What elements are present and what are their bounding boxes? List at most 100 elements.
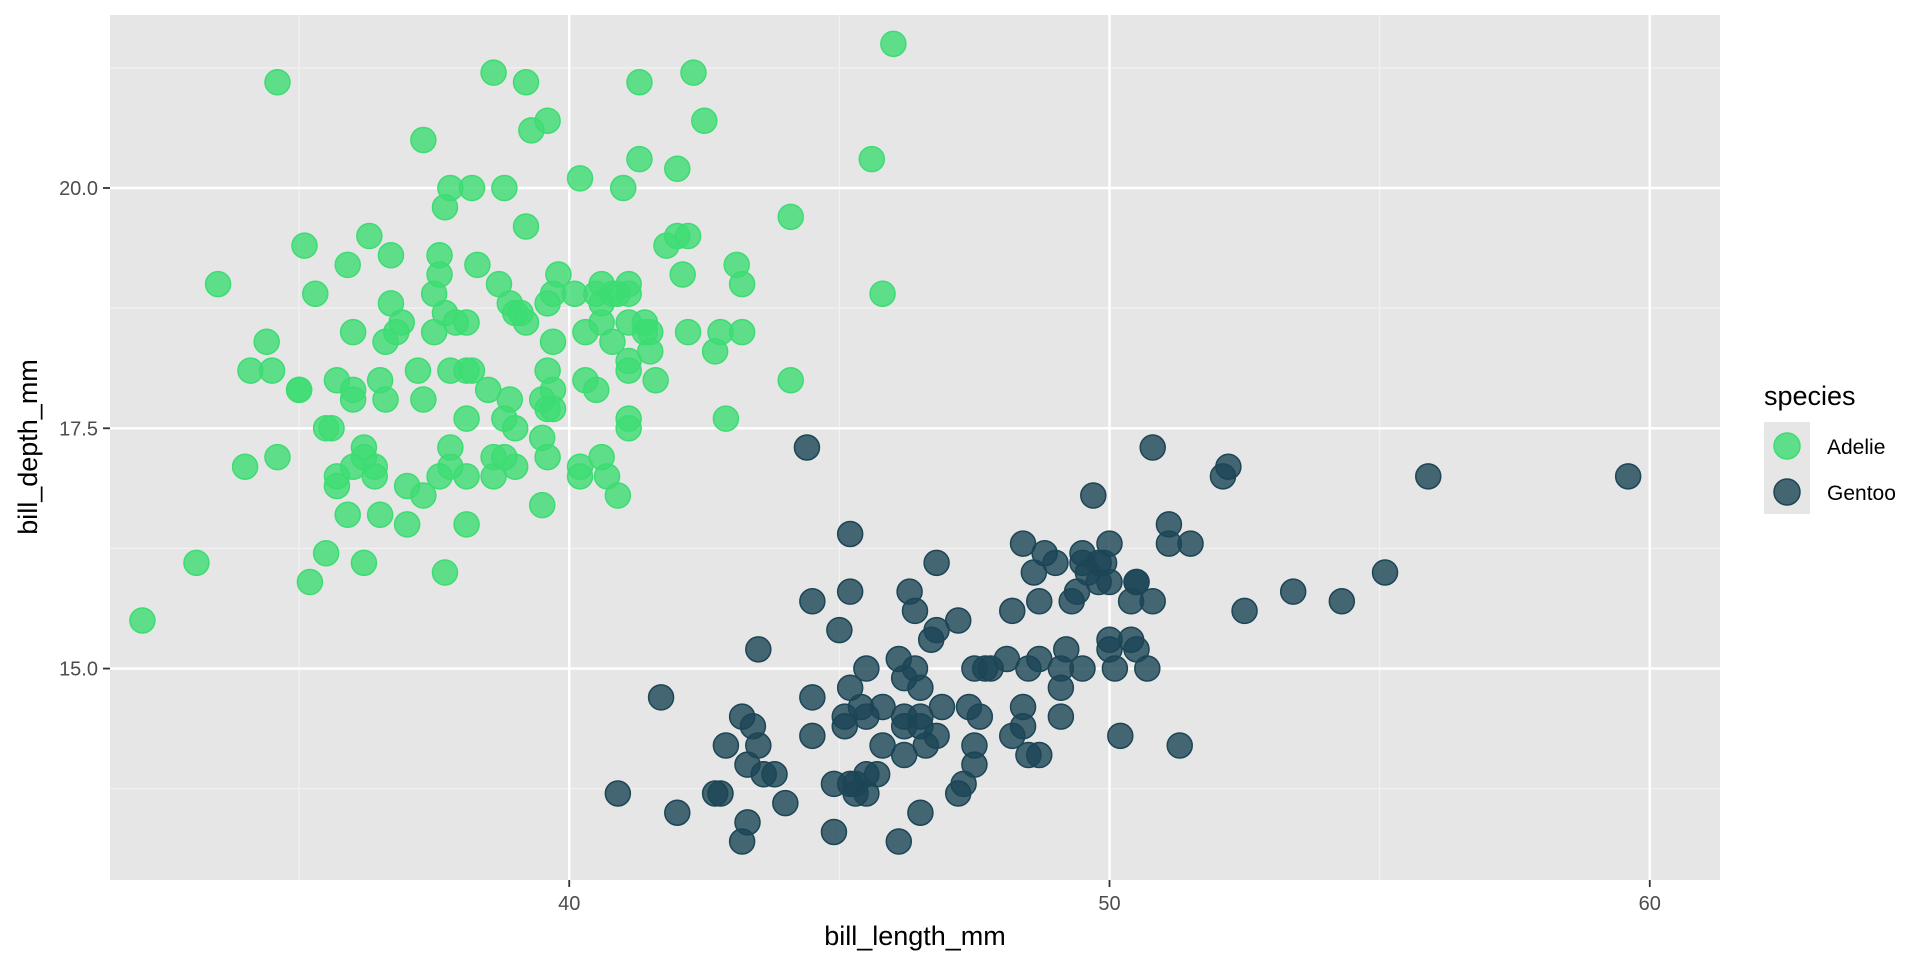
point-adelie xyxy=(377,242,405,269)
point-adelie xyxy=(356,222,383,250)
point-adelie xyxy=(869,280,896,307)
legend-key-gentoo xyxy=(1773,478,1801,506)
y-tick-label: 20.0 xyxy=(59,178,98,200)
point-adelie xyxy=(458,174,486,202)
point-adelie xyxy=(604,482,632,509)
point-gentoo xyxy=(1123,568,1150,596)
point-adelie xyxy=(777,203,804,231)
point-adelie xyxy=(258,357,286,384)
point-gentoo xyxy=(1371,559,1399,586)
point-adelie xyxy=(453,309,480,336)
y-axis-title: bill_depth_mm xyxy=(13,359,43,535)
point-gentoo xyxy=(923,722,950,750)
point-adelie xyxy=(545,261,572,288)
point-adelie xyxy=(431,559,459,586)
point-adelie xyxy=(253,328,280,356)
point-adelie xyxy=(410,126,437,154)
point-gentoo xyxy=(745,732,772,759)
point-adelie xyxy=(393,511,421,538)
point-gentoo xyxy=(1215,453,1242,480)
point-adelie xyxy=(858,145,886,173)
point-adelie xyxy=(464,251,491,279)
point-gentoo xyxy=(1166,732,1193,759)
point-adelie xyxy=(512,69,540,96)
point-gentoo xyxy=(1139,588,1166,615)
point-adelie xyxy=(458,357,486,384)
point-gentoo xyxy=(820,818,848,846)
point-gentoo xyxy=(1415,463,1442,490)
point-adelie xyxy=(712,405,740,432)
point-adelie xyxy=(566,165,594,192)
point-adelie xyxy=(366,501,394,529)
point-adelie xyxy=(615,270,642,298)
point-gentoo xyxy=(907,674,934,702)
point-gentoo xyxy=(966,703,994,730)
legend-label-gentoo: Gentoo xyxy=(1827,482,1896,505)
point-gentoo xyxy=(647,684,675,711)
point-gentoo xyxy=(1047,703,1075,730)
point-adelie xyxy=(204,270,232,298)
point-adelie xyxy=(512,309,540,336)
point-gentoo xyxy=(1107,722,1134,750)
point-gentoo xyxy=(1328,588,1356,615)
point-adelie xyxy=(480,59,507,86)
point-adelie xyxy=(410,482,437,509)
point-adelie xyxy=(626,145,653,173)
point-adelie xyxy=(388,309,415,336)
point-gentoo xyxy=(1080,482,1107,509)
point-adelie xyxy=(539,376,567,404)
point-gentoo xyxy=(712,732,740,759)
point-adelie xyxy=(664,155,691,183)
point-adelie xyxy=(453,463,480,490)
point-adelie xyxy=(674,222,702,250)
point-gentoo xyxy=(734,809,761,836)
point-gentoo xyxy=(745,636,772,663)
point-adelie xyxy=(334,251,361,279)
x-axis-ticks: 40 50 60 xyxy=(558,880,1661,915)
point-adelie xyxy=(582,376,610,404)
point-gentoo xyxy=(604,780,632,807)
point-gentoo xyxy=(853,655,880,682)
point-adelie xyxy=(610,174,637,202)
point-gentoo xyxy=(1096,568,1123,596)
point-adelie xyxy=(183,549,210,577)
point-gentoo xyxy=(1177,530,1204,557)
point-adelie xyxy=(404,357,432,384)
point-gentoo xyxy=(836,578,864,605)
point-gentoo xyxy=(707,780,734,807)
point-adelie xyxy=(350,549,378,577)
point-adelie xyxy=(453,511,480,538)
point-adelie xyxy=(410,386,437,413)
point-gentoo xyxy=(793,434,821,461)
data-points xyxy=(129,30,1642,855)
point-adelie xyxy=(318,415,345,442)
x-tick-label: 50 xyxy=(1098,893,1120,915)
x-axis-title: bill_length_mm xyxy=(824,921,1006,951)
point-adelie xyxy=(296,568,324,596)
point-gentoo xyxy=(1101,655,1129,682)
point-gentoo xyxy=(1096,530,1123,557)
point-gentoo xyxy=(1231,597,1258,625)
point-adelie xyxy=(437,434,464,461)
point-adelie xyxy=(615,405,642,432)
point-adelie xyxy=(339,376,367,404)
point-adelie xyxy=(637,318,664,346)
point-gentoo xyxy=(885,828,913,855)
point-adelie xyxy=(680,59,707,86)
point-gentoo xyxy=(664,799,691,826)
point-adelie xyxy=(302,280,329,307)
point-adelie xyxy=(501,453,529,480)
point-adelie xyxy=(339,318,367,346)
point-gentoo xyxy=(1134,655,1161,682)
point-gentoo xyxy=(998,597,1026,625)
point-adelie xyxy=(674,318,702,346)
point-gentoo xyxy=(1279,578,1307,605)
point-adelie xyxy=(291,232,318,259)
point-gentoo xyxy=(923,549,950,577)
point-adelie xyxy=(372,386,399,413)
point-adelie xyxy=(312,539,340,567)
point-gentoo xyxy=(928,693,956,721)
point-adelie xyxy=(426,242,453,269)
point-adelie xyxy=(501,415,529,442)
